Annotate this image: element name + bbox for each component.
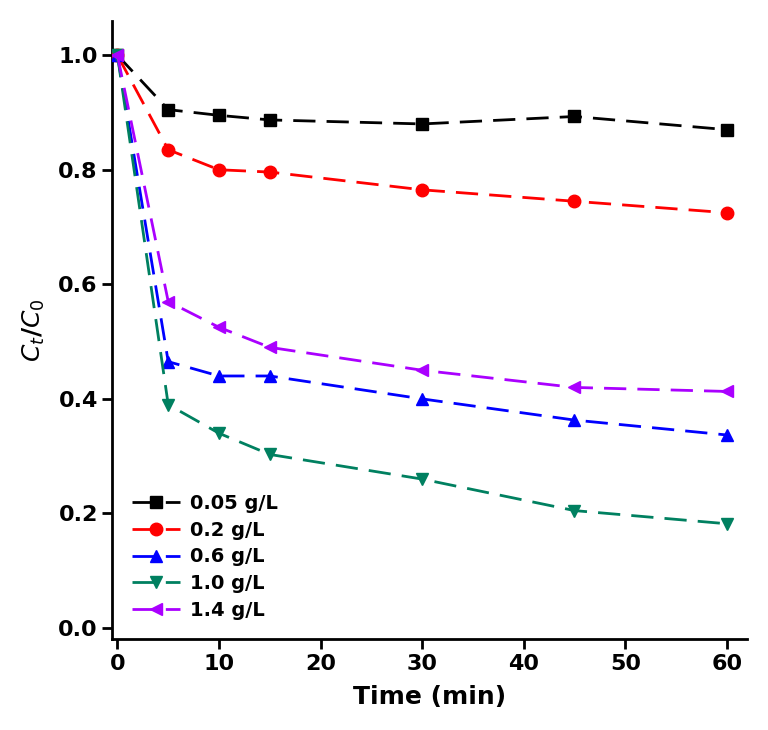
1.4 g/L: [113, 51, 122, 60]
0.6 g/L: [722, 431, 731, 439]
0.05 g/L: [265, 115, 274, 124]
1.0 g/L: [722, 519, 731, 528]
0.2 g/L: [570, 197, 579, 206]
1.0 g/L: [570, 506, 579, 515]
Line: 0.2 g/L: 0.2 g/L: [111, 49, 733, 219]
0.05 g/L: [214, 111, 223, 120]
1.0 g/L: [265, 450, 274, 459]
1.4 g/L: [418, 366, 427, 374]
0.05 g/L: [164, 105, 173, 114]
0.6 g/L: [113, 51, 122, 60]
1.4 g/L: [164, 297, 173, 306]
Line: 1.0 g/L: 1.0 g/L: [111, 49, 733, 530]
X-axis label: Time (min): Time (min): [353, 685, 506, 709]
0.2 g/L: [113, 51, 122, 60]
Line: 0.6 g/L: 0.6 g/L: [111, 49, 733, 441]
0.2 g/L: [418, 185, 427, 194]
0.05 g/L: [418, 120, 427, 128]
1.0 g/L: [214, 429, 223, 438]
1.0 g/L: [164, 400, 173, 409]
0.2 g/L: [164, 145, 173, 154]
1.0 g/L: [418, 474, 427, 483]
0.6 g/L: [570, 415, 579, 424]
0.6 g/L: [265, 372, 274, 380]
0.6 g/L: [418, 394, 427, 403]
0.6 g/L: [214, 372, 223, 380]
1.4 g/L: [265, 343, 274, 352]
Line: 1.4 g/L: 1.4 g/L: [111, 49, 733, 398]
1.4 g/L: [570, 383, 579, 392]
0.2 g/L: [214, 166, 223, 174]
0.2 g/L: [722, 208, 731, 217]
Line: 0.05 g/L: 0.05 g/L: [111, 49, 733, 136]
0.05 g/L: [722, 126, 731, 134]
0.6 g/L: [164, 357, 173, 366]
1.4 g/L: [722, 387, 731, 396]
0.05 g/L: [113, 51, 122, 60]
Y-axis label: $C_t$/$C_0$: $C_t$/$C_0$: [21, 299, 47, 362]
Legend: 0.05 g/L, 0.2 g/L, 0.6 g/L, 1.0 g/L, 1.4 g/L: 0.05 g/L, 0.2 g/L, 0.6 g/L, 1.0 g/L, 1.4…: [122, 484, 288, 630]
0.05 g/L: [570, 112, 579, 121]
1.4 g/L: [214, 323, 223, 331]
0.2 g/L: [265, 168, 274, 177]
1.0 g/L: [113, 51, 122, 60]
